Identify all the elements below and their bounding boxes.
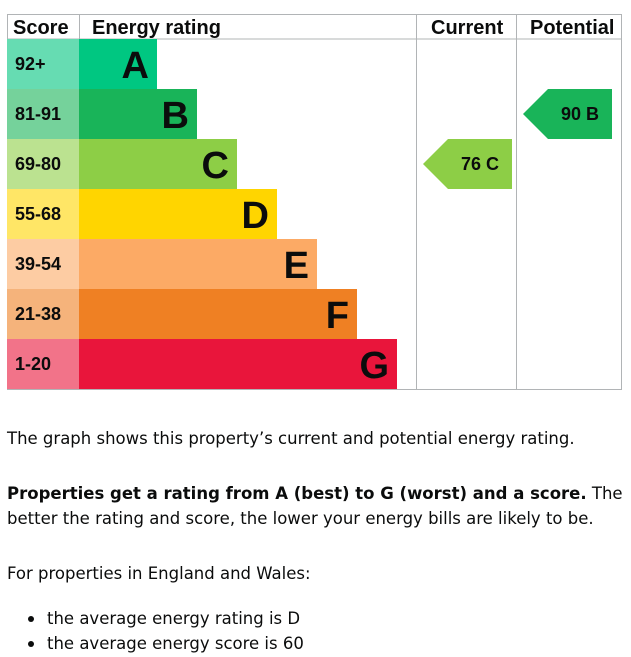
band-score-cell [7, 289, 79, 339]
band-b: 81-91 B [7, 89, 197, 139]
potential-rating-indicator-label: 90 B [561, 104, 599, 124]
current-rating-indicator-label: 76 C [461, 154, 499, 174]
header-potential: Potential [530, 17, 614, 39]
band-score-cell [7, 189, 79, 239]
band-letter: B [162, 95, 189, 137]
band-e: 39-54 E [7, 239, 317, 289]
rating-indicators: 76 C 90 B [423, 89, 612, 189]
band-bar [79, 139, 237, 189]
band-d: 55-68 D [7, 189, 277, 239]
rating-bands: 92+ A 81-91 B 69-80 C 55-68 D 39-54 E 21-38 F 1-20 G [7, 39, 397, 389]
band-score-label: 55-68 [15, 204, 61, 224]
header-score: Score [13, 17, 69, 39]
band-score-cell [7, 89, 79, 139]
average-list: the average energy rating is D the avera… [7, 606, 304, 656]
current-rating-indicator-arrow [423, 139, 512, 189]
band-bar [79, 239, 317, 289]
band-bar [79, 289, 357, 339]
band-letter: E [284, 245, 309, 287]
rating-rest-text: The better the rating and score, the low… [7, 484, 623, 528]
band-g: 1-20 G [7, 339, 397, 389]
band-score-label: 69-80 [15, 154, 61, 174]
band-bar [79, 339, 397, 389]
band-score-label: 92+ [15, 54, 46, 74]
band-score-label: 81-91 [15, 104, 61, 124]
band-score-cell [7, 339, 79, 389]
band-letter: A [122, 45, 149, 87]
band-letter: G [359, 345, 389, 387]
band-letter: C [202, 145, 229, 187]
header-current: Current [431, 17, 504, 39]
band-score-cell [7, 139, 79, 189]
regional-text: For properties in England and Wales: [7, 564, 311, 583]
band-score-cell [7, 239, 79, 289]
band-score-cell [7, 39, 79, 89]
band-score-label: 39-54 [15, 254, 61, 274]
band-letter: D [242, 195, 269, 237]
band-bar [79, 189, 277, 239]
energy-rating-chart: Score Energy rating Current Potential 92… [7, 14, 622, 390]
rating-paragraph: Properties get a rating from A (best) to… [7, 481, 627, 531]
band-f: 21-38 F [7, 289, 357, 339]
intro-text: The graph shows this property’s current … [7, 429, 575, 448]
chart-headers: Score Energy rating Current Potential [13, 17, 614, 39]
rating-bold-text: Properties get a rating from A (best) to… [7, 484, 587, 503]
band-bar [79, 89, 197, 139]
band-score-label: 1-20 [15, 354, 51, 374]
potential-rating-indicator-arrow [523, 89, 612, 139]
intro-paragraph: The graph shows this property’s current … [7, 426, 575, 451]
band-c: 69-80 C [7, 139, 237, 189]
band-a: 92+ A [7, 39, 157, 89]
list-item-average-rating: the average energy rating is D [7, 606, 304, 631]
regional-paragraph: For properties in England and Wales: [7, 561, 311, 586]
band-score-label: 21-38 [15, 304, 61, 324]
band-letter: F [326, 295, 349, 337]
potential-rating-indicator: 90 B [523, 89, 612, 139]
list-item-average-score: the average energy score is 60 [7, 631, 304, 656]
current-rating-indicator: 76 C [423, 139, 512, 189]
header-energy-rating: Energy rating [92, 17, 221, 39]
band-bar [79, 39, 157, 89]
